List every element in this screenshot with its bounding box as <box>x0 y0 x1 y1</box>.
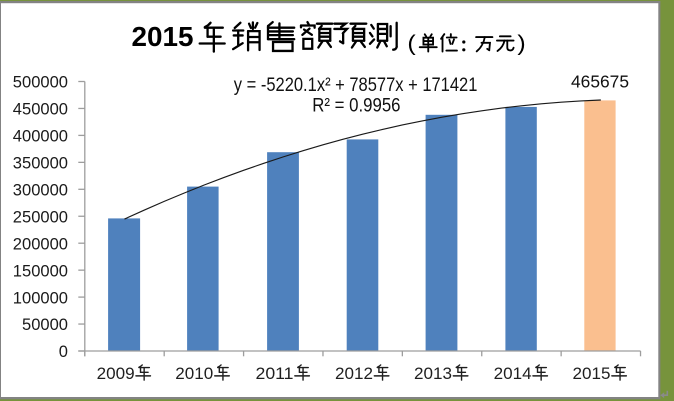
svg-text:200000: 200000 <box>13 234 68 253</box>
svg-text:2010: 2010 <box>175 365 213 383</box>
svg-text:2015: 2015 <box>573 365 611 383</box>
svg-text:250000: 250000 <box>13 207 68 226</box>
svg-text:): ) <box>517 31 525 55</box>
svg-text:R² = 0.9956: R² = 0.9956 <box>312 95 400 117</box>
svg-text:150000: 150000 <box>13 261 68 280</box>
svg-text:400000: 400000 <box>13 127 68 146</box>
svg-text:0: 0 <box>59 342 68 361</box>
svg-text:y = -5220.1x² + 78577x + 17142: y = -5220.1x² + 78577x + 171421 <box>234 74 478 96</box>
svg-text:(: ( <box>407 31 415 55</box>
svg-text:465675: 465675 <box>571 72 629 92</box>
svg-text:2009: 2009 <box>97 365 135 383</box>
svg-text:2012: 2012 <box>335 365 373 383</box>
svg-text:300000: 300000 <box>13 181 68 200</box>
svg-text:100000: 100000 <box>13 288 68 307</box>
svg-text:2015: 2015 <box>132 21 194 52</box>
svg-text:2011: 2011 <box>256 365 294 383</box>
svg-text:500000: 500000 <box>13 73 68 92</box>
svg-text:2014: 2014 <box>494 365 532 383</box>
svg-text:2013: 2013 <box>414 365 452 383</box>
svg-text:50000: 50000 <box>22 315 68 334</box>
svg-text:450000: 450000 <box>13 100 68 119</box>
svg-text:350000: 350000 <box>13 154 68 173</box>
